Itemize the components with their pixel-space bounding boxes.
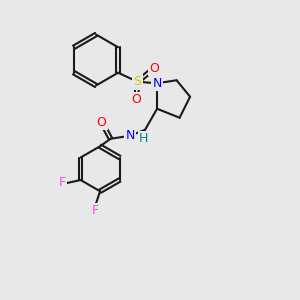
Text: N: N [125, 129, 135, 142]
Text: S: S [134, 75, 142, 88]
Text: F: F [92, 204, 99, 217]
Text: O: O [149, 62, 159, 75]
Text: H: H [139, 132, 148, 145]
Text: O: O [131, 93, 141, 106]
Text: O: O [97, 116, 106, 129]
Text: F: F [59, 176, 66, 190]
Text: N: N [152, 77, 162, 90]
